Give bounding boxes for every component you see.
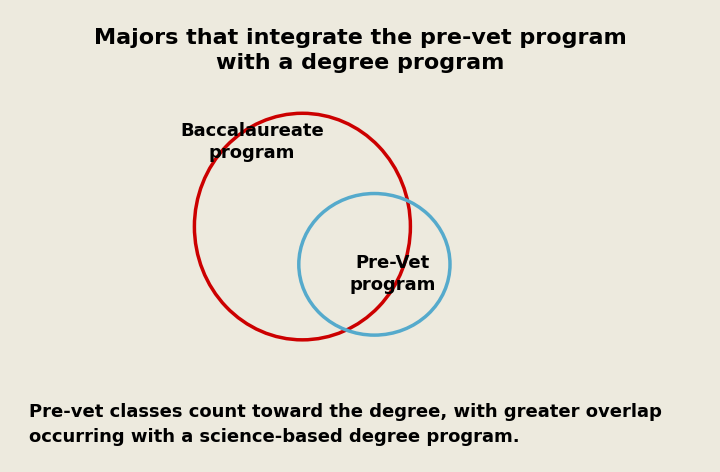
Text: Majors that integrate the pre-vet program
with a degree program: Majors that integrate the pre-vet progra… bbox=[94, 28, 626, 73]
Text: Pre-Vet
program: Pre-Vet program bbox=[349, 253, 436, 294]
Text: Baccalaureate
program: Baccalaureate program bbox=[180, 121, 324, 162]
Text: Pre-vet classes count toward the degree, with greater overlap
occurring with a s: Pre-vet classes count toward the degree,… bbox=[29, 403, 662, 447]
